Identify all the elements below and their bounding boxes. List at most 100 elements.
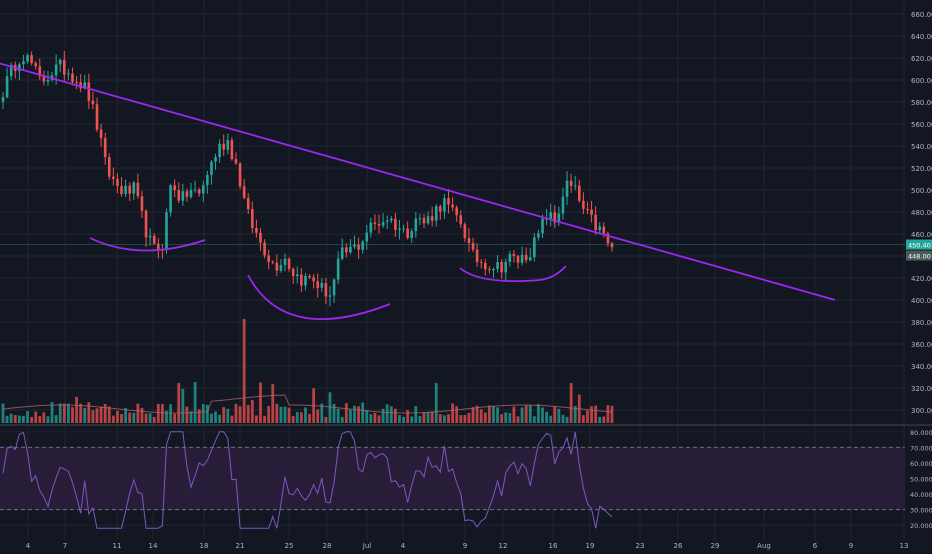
candle-body bbox=[610, 243, 614, 248]
volume-bar bbox=[144, 413, 148, 423]
candle-body bbox=[295, 274, 299, 277]
volume-bar bbox=[463, 414, 467, 423]
candle-body bbox=[488, 269, 491, 271]
curve-drawing-2[interactable] bbox=[247, 274, 391, 321]
volume-bar bbox=[328, 392, 332, 423]
candle-body bbox=[136, 182, 140, 197]
price-tick-label: 480.00 bbox=[911, 209, 932, 217]
candle-body bbox=[271, 261, 275, 263]
candle-body bbox=[328, 295, 332, 297]
candle-body bbox=[42, 76, 46, 82]
time-tick-label: 4 bbox=[26, 542, 31, 550]
candle-body bbox=[598, 226, 602, 231]
time-tick-label: 14 bbox=[149, 542, 158, 550]
candle-body bbox=[54, 64, 58, 76]
price-tick-label: 400.00 bbox=[911, 297, 932, 305]
price-tick-label: 360.00 bbox=[911, 341, 932, 349]
candle-body bbox=[520, 254, 524, 263]
hand-drawings[interactable] bbox=[89, 237, 567, 321]
candle-body bbox=[385, 220, 389, 222]
candle-body bbox=[340, 247, 344, 259]
volume-bar bbox=[197, 409, 201, 423]
curve-drawing-1[interactable] bbox=[89, 237, 206, 252]
volume-bar bbox=[426, 411, 430, 423]
curve-drawing-3[interactable] bbox=[459, 265, 567, 283]
volume-bar bbox=[210, 413, 213, 423]
candle-body bbox=[324, 283, 328, 297]
volume-bars bbox=[1, 319, 614, 423]
candle-body bbox=[304, 276, 307, 286]
volume-bar bbox=[120, 414, 123, 423]
volume-bar bbox=[598, 416, 602, 423]
candle-body bbox=[181, 191, 185, 201]
rsi-axis[interactable]: 80.0000 70.0000 60.0000 50.0000 40.0000 30.00… bbox=[910, 429, 932, 530]
candle-body bbox=[103, 138, 107, 158]
candle-body bbox=[1, 97, 5, 102]
candle-body bbox=[165, 212, 168, 251]
volume-bar bbox=[62, 403, 66, 423]
candle-body bbox=[173, 185, 176, 191]
candle-body bbox=[283, 258, 287, 266]
candle-body bbox=[26, 55, 29, 62]
volume-bar bbox=[332, 403, 336, 423]
volume-bar bbox=[9, 413, 13, 423]
volume-bar bbox=[152, 416, 156, 423]
trendline[interactable] bbox=[0, 62, 836, 301]
volume-bar bbox=[99, 406, 103, 423]
candle-body bbox=[565, 180, 569, 197]
rsi-tick-label: 70.0000 bbox=[910, 444, 932, 452]
volume-bar bbox=[475, 405, 479, 423]
volume-bar bbox=[124, 408, 128, 423]
candle-body bbox=[308, 276, 311, 278]
second-price-badge bbox=[906, 250, 932, 261]
volume-bar bbox=[508, 413, 512, 423]
volume-bar bbox=[541, 407, 544, 423]
volume-bar bbox=[443, 415, 446, 423]
candle-body bbox=[586, 208, 589, 210]
candle-body bbox=[590, 209, 593, 215]
candle-body bbox=[112, 176, 115, 179]
volume-bar bbox=[410, 416, 414, 423]
candle-body bbox=[128, 185, 132, 194]
candle-body bbox=[124, 185, 127, 195]
candle-body bbox=[320, 283, 324, 288]
volume-bar bbox=[140, 407, 144, 423]
volume-bar bbox=[201, 404, 205, 423]
volume-bar bbox=[528, 405, 532, 423]
price-tick-label: 500.00 bbox=[911, 187, 932, 195]
volume-bar bbox=[13, 414, 17, 423]
time-tick-label: 26 bbox=[674, 542, 683, 550]
candle-body bbox=[91, 100, 95, 105]
trendline-line[interactable] bbox=[0, 62, 836, 301]
candle-body bbox=[439, 206, 442, 212]
time-tick-label: 29 bbox=[711, 542, 720, 550]
candle-body bbox=[193, 189, 197, 191]
candle-body bbox=[528, 257, 532, 261]
price-tick-label: 520.00 bbox=[911, 165, 932, 173]
candle-body bbox=[312, 277, 315, 282]
volume-bar bbox=[222, 407, 226, 423]
candle-body bbox=[148, 235, 152, 238]
candle-body bbox=[242, 186, 246, 198]
candle-body bbox=[569, 180, 573, 186]
volume-bar bbox=[71, 407, 74, 423]
volume-bar bbox=[156, 403, 160, 423]
volume-bar bbox=[275, 403, 279, 423]
candle-body bbox=[606, 233, 610, 244]
candle-body bbox=[361, 241, 364, 250]
volume-bar bbox=[132, 412, 136, 423]
volume-bar bbox=[255, 415, 258, 423]
candle-body bbox=[414, 218, 418, 232]
time-tick-label: 4 bbox=[401, 542, 406, 550]
candle-body bbox=[9, 64, 13, 77]
volume-bar bbox=[181, 388, 185, 423]
volume-bar bbox=[214, 411, 217, 423]
volume-bar bbox=[87, 402, 91, 423]
time-axis[interactable]: 4 7 11 14 18 21 25 28 Jul 4 9 12 16 19 23 26 29 Aug 6 9 13 bbox=[26, 542, 909, 550]
candle-body bbox=[291, 269, 295, 277]
candle-body bbox=[508, 253, 512, 262]
volume-bar bbox=[75, 396, 78, 423]
candle-body bbox=[553, 212, 557, 223]
